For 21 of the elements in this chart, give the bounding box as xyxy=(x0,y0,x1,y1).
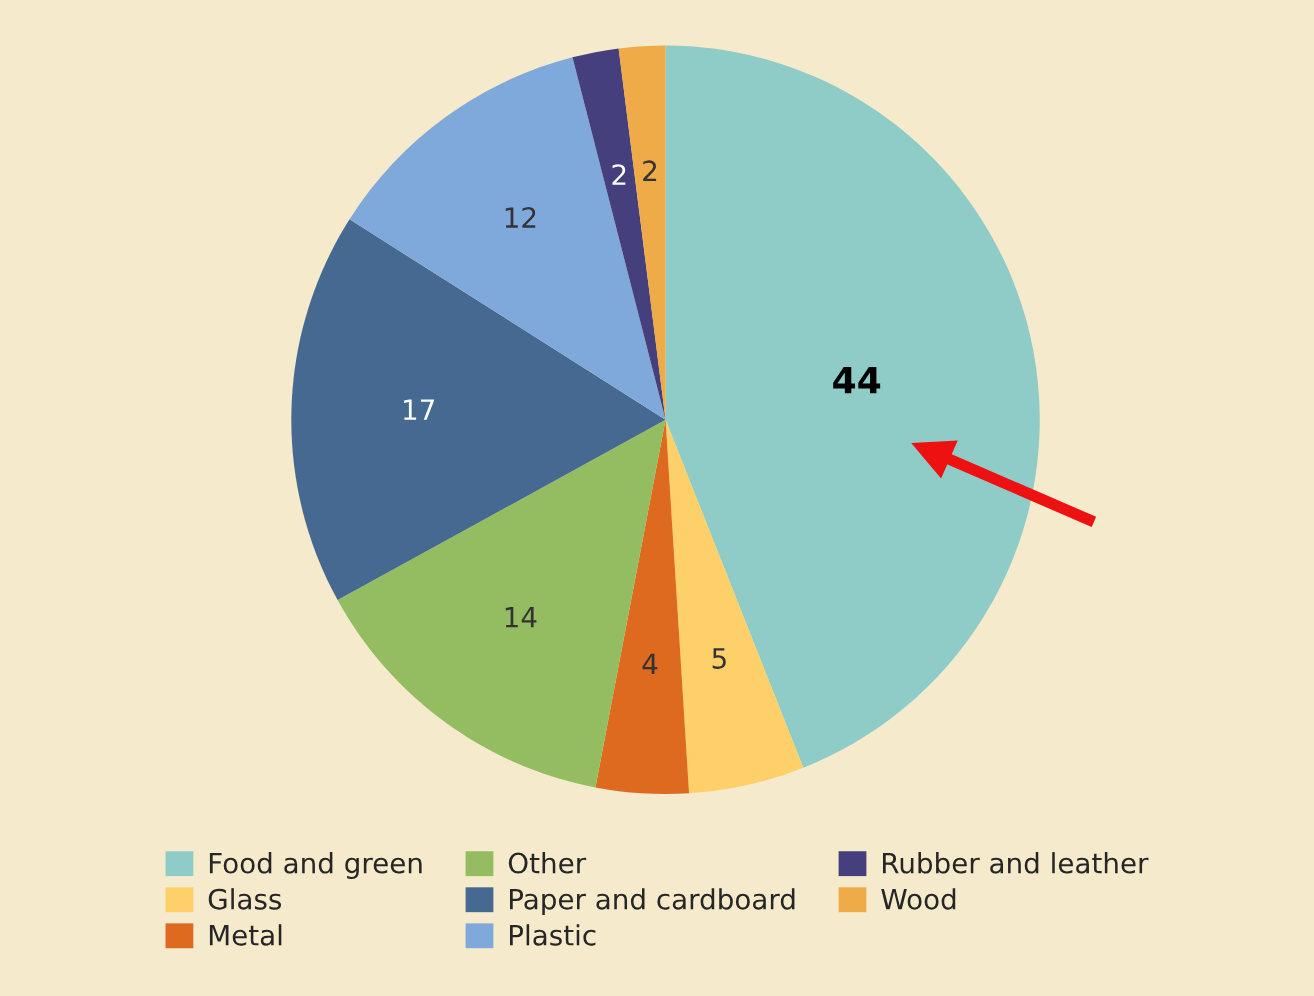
data-label: 12 xyxy=(505,207,536,228)
data-label: 44 xyxy=(833,366,881,394)
data-label: 5 xyxy=(712,648,726,669)
pie-slice xyxy=(349,57,666,420)
data-label: 2 xyxy=(643,160,657,181)
legend-label: Glass xyxy=(208,888,282,910)
legend-label: Plastic xyxy=(509,924,596,946)
data-label: 14 xyxy=(505,607,537,628)
legend-label: Other xyxy=(508,852,587,874)
legend-label: Paper and cardboard xyxy=(509,888,795,916)
pie-slice xyxy=(665,45,1040,768)
legend-label: Food and green xyxy=(209,852,422,879)
legend-label: Rubber and leather xyxy=(883,852,1149,874)
pie-slice xyxy=(337,419,666,788)
data-label: 17 xyxy=(404,399,434,420)
data-label: 4 xyxy=(642,653,658,674)
pie-slice xyxy=(595,419,690,795)
legend-label: Metal xyxy=(209,924,282,946)
legend-label: Wood xyxy=(881,888,956,910)
data-label: 2 xyxy=(612,164,626,185)
pie-slice xyxy=(665,419,804,794)
